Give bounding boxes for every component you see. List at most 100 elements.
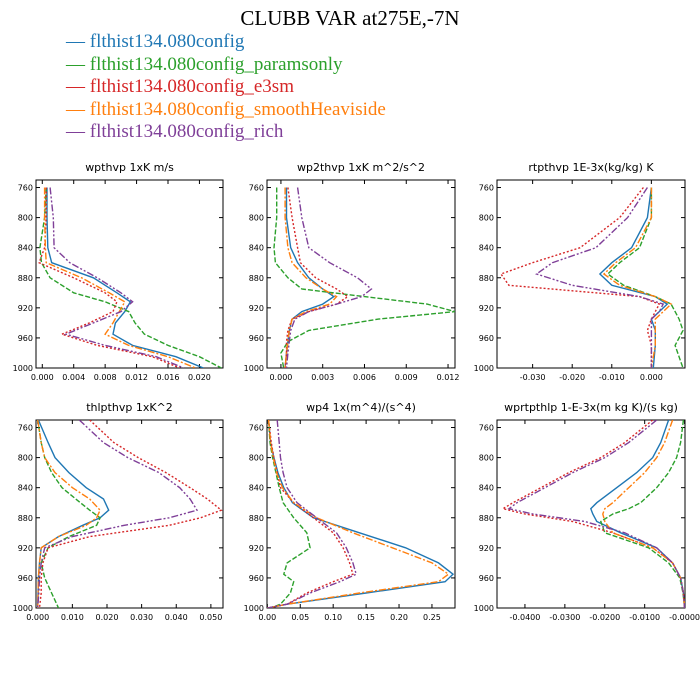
legend-label: flthist134.080config_e3sm <box>89 76 294 97</box>
x-tick-label: 0.006 <box>353 373 376 382</box>
legend-item: — flthist134.080config <box>66 31 386 54</box>
panel-frame <box>496 419 686 609</box>
y-tick-label: 760 <box>249 184 264 193</box>
x-tick-label: -0.0100 <box>629 613 660 622</box>
y-tick-label: 760 <box>18 184 33 193</box>
legend-item: — flthist134.080config_e3sm <box>66 76 386 99</box>
x-tick-label: -0.030 <box>520 373 546 382</box>
y-tick-label: 920 <box>479 544 494 553</box>
series-line <box>49 187 184 368</box>
panel-title: wprtpthlp 1-E-3x(m kg K)/(s kg) <box>504 401 678 414</box>
series-line <box>37 420 101 608</box>
x-tick-label: -0.010 <box>599 373 625 382</box>
series-line <box>39 187 222 368</box>
series-line <box>267 420 455 608</box>
y-tick-label: 800 <box>479 214 494 223</box>
series-line <box>43 187 196 368</box>
x-tick-label: -0.0000 <box>669 613 700 622</box>
x-tick-label: 0.050 <box>199 613 222 622</box>
x-tick-label: 0.008 <box>94 373 117 382</box>
y-tick-label: 920 <box>479 304 494 313</box>
panel-frame <box>35 179 224 369</box>
legend-item: — flthist134.080config_smoothHeaviside <box>66 99 386 122</box>
x-tick-label: 0.009 <box>395 373 418 382</box>
series-line <box>37 420 199 608</box>
series-line <box>38 420 223 608</box>
y-tick-label: 960 <box>18 334 33 343</box>
y-tick-label: 1000 <box>13 604 33 613</box>
x-tick-label: 0.003 <box>311 373 334 382</box>
series-line <box>535 187 665 368</box>
x-tick-label: 0.012 <box>125 373 148 382</box>
y-tick-label: 800 <box>18 454 33 463</box>
panel-frame <box>266 179 456 369</box>
series-line <box>499 187 661 368</box>
x-tick-label: 0.040 <box>165 613 188 622</box>
series-line <box>602 420 685 608</box>
x-tick-label: 0.000 <box>640 373 663 382</box>
series-line <box>606 187 684 368</box>
legend-label: flthist134.080config_paramsonly <box>89 53 343 75</box>
y-tick-label: 960 <box>18 574 33 583</box>
x-tick-label: 0.10 <box>324 613 342 622</box>
y-tick-label: 920 <box>18 544 33 553</box>
series-line <box>501 420 685 608</box>
x-tick-label: -0.0200 <box>589 613 620 622</box>
y-tick-label: 800 <box>249 454 264 463</box>
x-tick-label: 0.00 <box>258 613 276 622</box>
legend-marker: — <box>66 121 90 142</box>
panel-title: wp4 1x(m^4)/(s^4) <box>306 401 416 414</box>
y-tick-label: 880 <box>479 274 494 283</box>
panel-frame <box>496 179 686 369</box>
y-tick-label: 800 <box>479 454 494 463</box>
y-tick-label: 1000 <box>244 604 264 613</box>
series-line <box>284 187 338 368</box>
series-line <box>284 187 350 368</box>
panel-title: wp2thvp 1xK m^2/s^2 <box>297 161 425 174</box>
legend-label: flthist134.080config_smoothHeaviside <box>89 98 386 120</box>
x-tick-label: 0.20 <box>390 613 408 622</box>
y-tick-label: 1000 <box>13 364 33 373</box>
y-tick-label: 960 <box>479 334 494 343</box>
y-tick-label: 960 <box>479 574 494 583</box>
y-tick-label: 840 <box>18 244 33 253</box>
x-tick-label: 0.020 <box>96 613 119 622</box>
legend-label: flthist134.080config <box>89 31 245 52</box>
series-line <box>46 187 204 368</box>
x-tick-label: -0.020 <box>559 373 585 382</box>
legend-label: flthist134.080config_rich <box>89 121 284 142</box>
legend-marker: — <box>66 53 90 75</box>
legend-marker: — <box>66 98 90 120</box>
y-tick-label: 880 <box>479 514 494 523</box>
panel-title: thlpthvp 1xK^2 <box>86 401 173 414</box>
x-tick-label: -0.0300 <box>549 613 580 622</box>
y-tick-label: 960 <box>249 574 264 583</box>
x-tick-label: 0.012 <box>437 373 460 382</box>
y-tick-label: 840 <box>479 484 494 493</box>
series-line <box>602 187 673 368</box>
y-tick-label: 960 <box>249 334 264 343</box>
y-tick-label: 1000 <box>474 364 494 373</box>
series-line <box>267 420 354 608</box>
panel-frame <box>35 419 224 609</box>
y-tick-label: 760 <box>249 424 264 433</box>
series-line <box>599 420 685 608</box>
x-tick-label: 0.05 <box>291 613 309 622</box>
y-tick-label: 880 <box>249 274 264 283</box>
y-tick-label: 840 <box>18 484 33 493</box>
x-tick-label: 0.016 <box>157 373 180 382</box>
y-tick-label: 1000 <box>244 364 264 373</box>
x-tick-label: 0.000 <box>269 373 292 382</box>
y-tick-label: 880 <box>18 274 33 283</box>
series-line <box>273 187 455 368</box>
y-tick-label: 760 <box>479 424 494 433</box>
legend-marker: — <box>66 76 90 97</box>
series-line <box>507 420 685 608</box>
series-line <box>267 420 311 608</box>
y-tick-label: 800 <box>249 214 264 223</box>
series-line <box>589 420 685 608</box>
legend-item: — flthist134.080config_rich <box>66 121 386 144</box>
y-tick-label: 760 <box>479 184 494 193</box>
y-tick-label: 840 <box>479 244 494 253</box>
